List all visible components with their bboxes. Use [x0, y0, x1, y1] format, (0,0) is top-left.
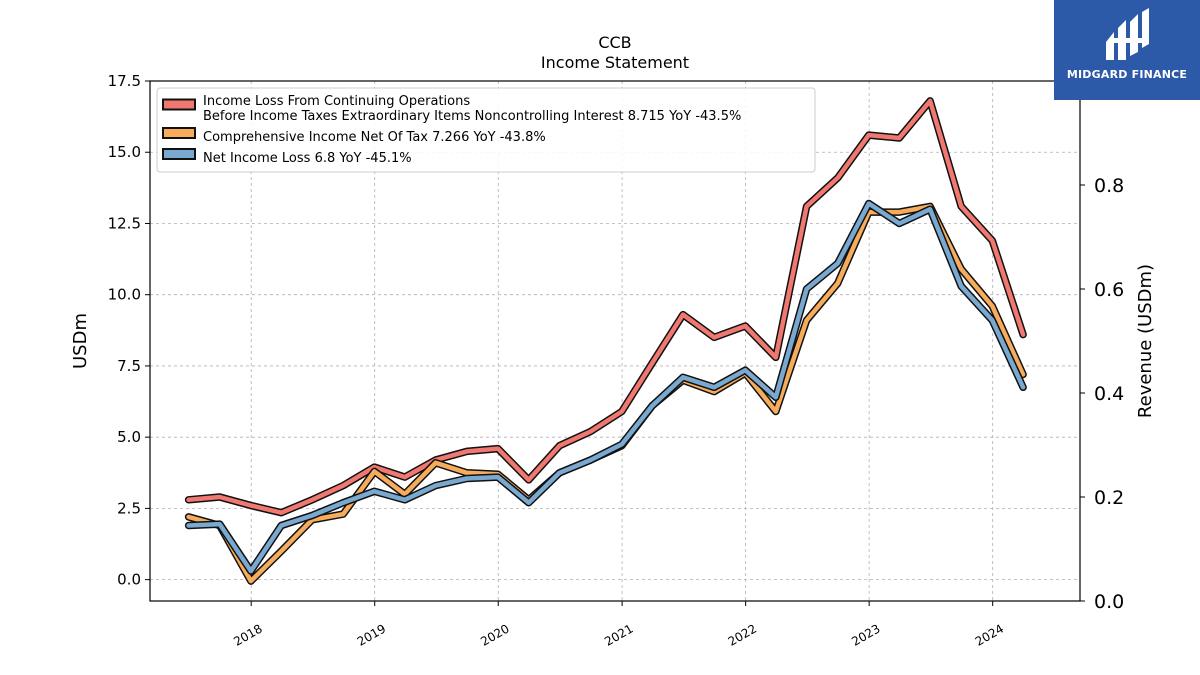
legend-label: Net Income Loss 6.8 YoY -45.1%	[203, 151, 412, 166]
legend-label: Before Income Taxes Extraordinary Items …	[203, 109, 741, 124]
x-axis: 2018 2019 2020 2021 2022 2023 2024	[231, 601, 1006, 649]
y-tick-label: 7.5	[117, 357, 141, 375]
y-right-tick-label: 0.0	[1094, 591, 1124, 613]
plot-frame	[149, 80, 1081, 602]
legend-label: Income Loss From Continuing Operations	[203, 94, 470, 109]
legend-label: Comprehensive Income Net Of Tax 7.266 Yo…	[203, 130, 546, 145]
y-tick-label: 10.0	[108, 286, 141, 304]
x-tick-label: 2021	[602, 621, 635, 648]
y-tick-label: 5.0	[117, 428, 141, 446]
y-axis-right: 0.0 0.2 0.4 0.6 0.8	[1080, 175, 1124, 613]
y-right-tick-label: 0.2	[1094, 487, 1124, 509]
x-tick-label: 2020	[478, 621, 511, 648]
legend: Income Loss From Continuing OperationsBe…	[156, 87, 816, 173]
y-tick-label: 0.0	[117, 571, 141, 589]
chart-title: CCB	[598, 33, 631, 52]
y-tick-label: 15.0	[108, 143, 141, 161]
x-tick-label: 2022	[726, 621, 759, 648]
legend-frame	[156, 87, 816, 173]
y-axis-left: 0.0 2.5 5.0 7.5 10.0 12.5 15.0 17.5	[108, 72, 150, 589]
chart-subtitle: Income Statement	[541, 53, 689, 72]
series-line	[186, 98, 1026, 515]
y-right-tick-label: 0.6	[1094, 279, 1124, 301]
series-line	[186, 201, 1026, 574]
x-tick-label: 2024	[973, 621, 1006, 648]
y-tick-label: 17.5	[108, 72, 141, 90]
x-tick-label: 2018	[231, 621, 264, 648]
logo-mark-icon	[1106, 8, 1149, 60]
y-right-tick-label: 0.8	[1094, 175, 1124, 197]
y-axis-label-left: USDm	[70, 313, 91, 369]
series-line	[186, 204, 1026, 584]
legend-swatch	[162, 98, 196, 111]
y-right-tick-label: 0.4	[1094, 383, 1124, 405]
series-line-outline	[184, 202, 1027, 585]
series-0	[184, 97, 1027, 517]
y-axis-label-right: Revenue (USDm)	[1135, 264, 1156, 418]
x-tick-label: 2023	[849, 621, 882, 648]
legend-swatch	[162, 148, 196, 160]
series-layer	[184, 97, 1027, 585]
legend-swatch	[162, 127, 196, 139]
y-tick-label: 2.5	[117, 499, 141, 517]
logo-text: MIDGARD FINANCE	[1066, 68, 1188, 81]
x-tick-label: 2019	[355, 621, 388, 648]
series-2	[184, 199, 1027, 575]
series-1	[184, 202, 1027, 585]
y-tick-label: 12.5	[108, 214, 141, 232]
brand-logo: MIDGARD FINANCE	[1054, 0, 1200, 100]
